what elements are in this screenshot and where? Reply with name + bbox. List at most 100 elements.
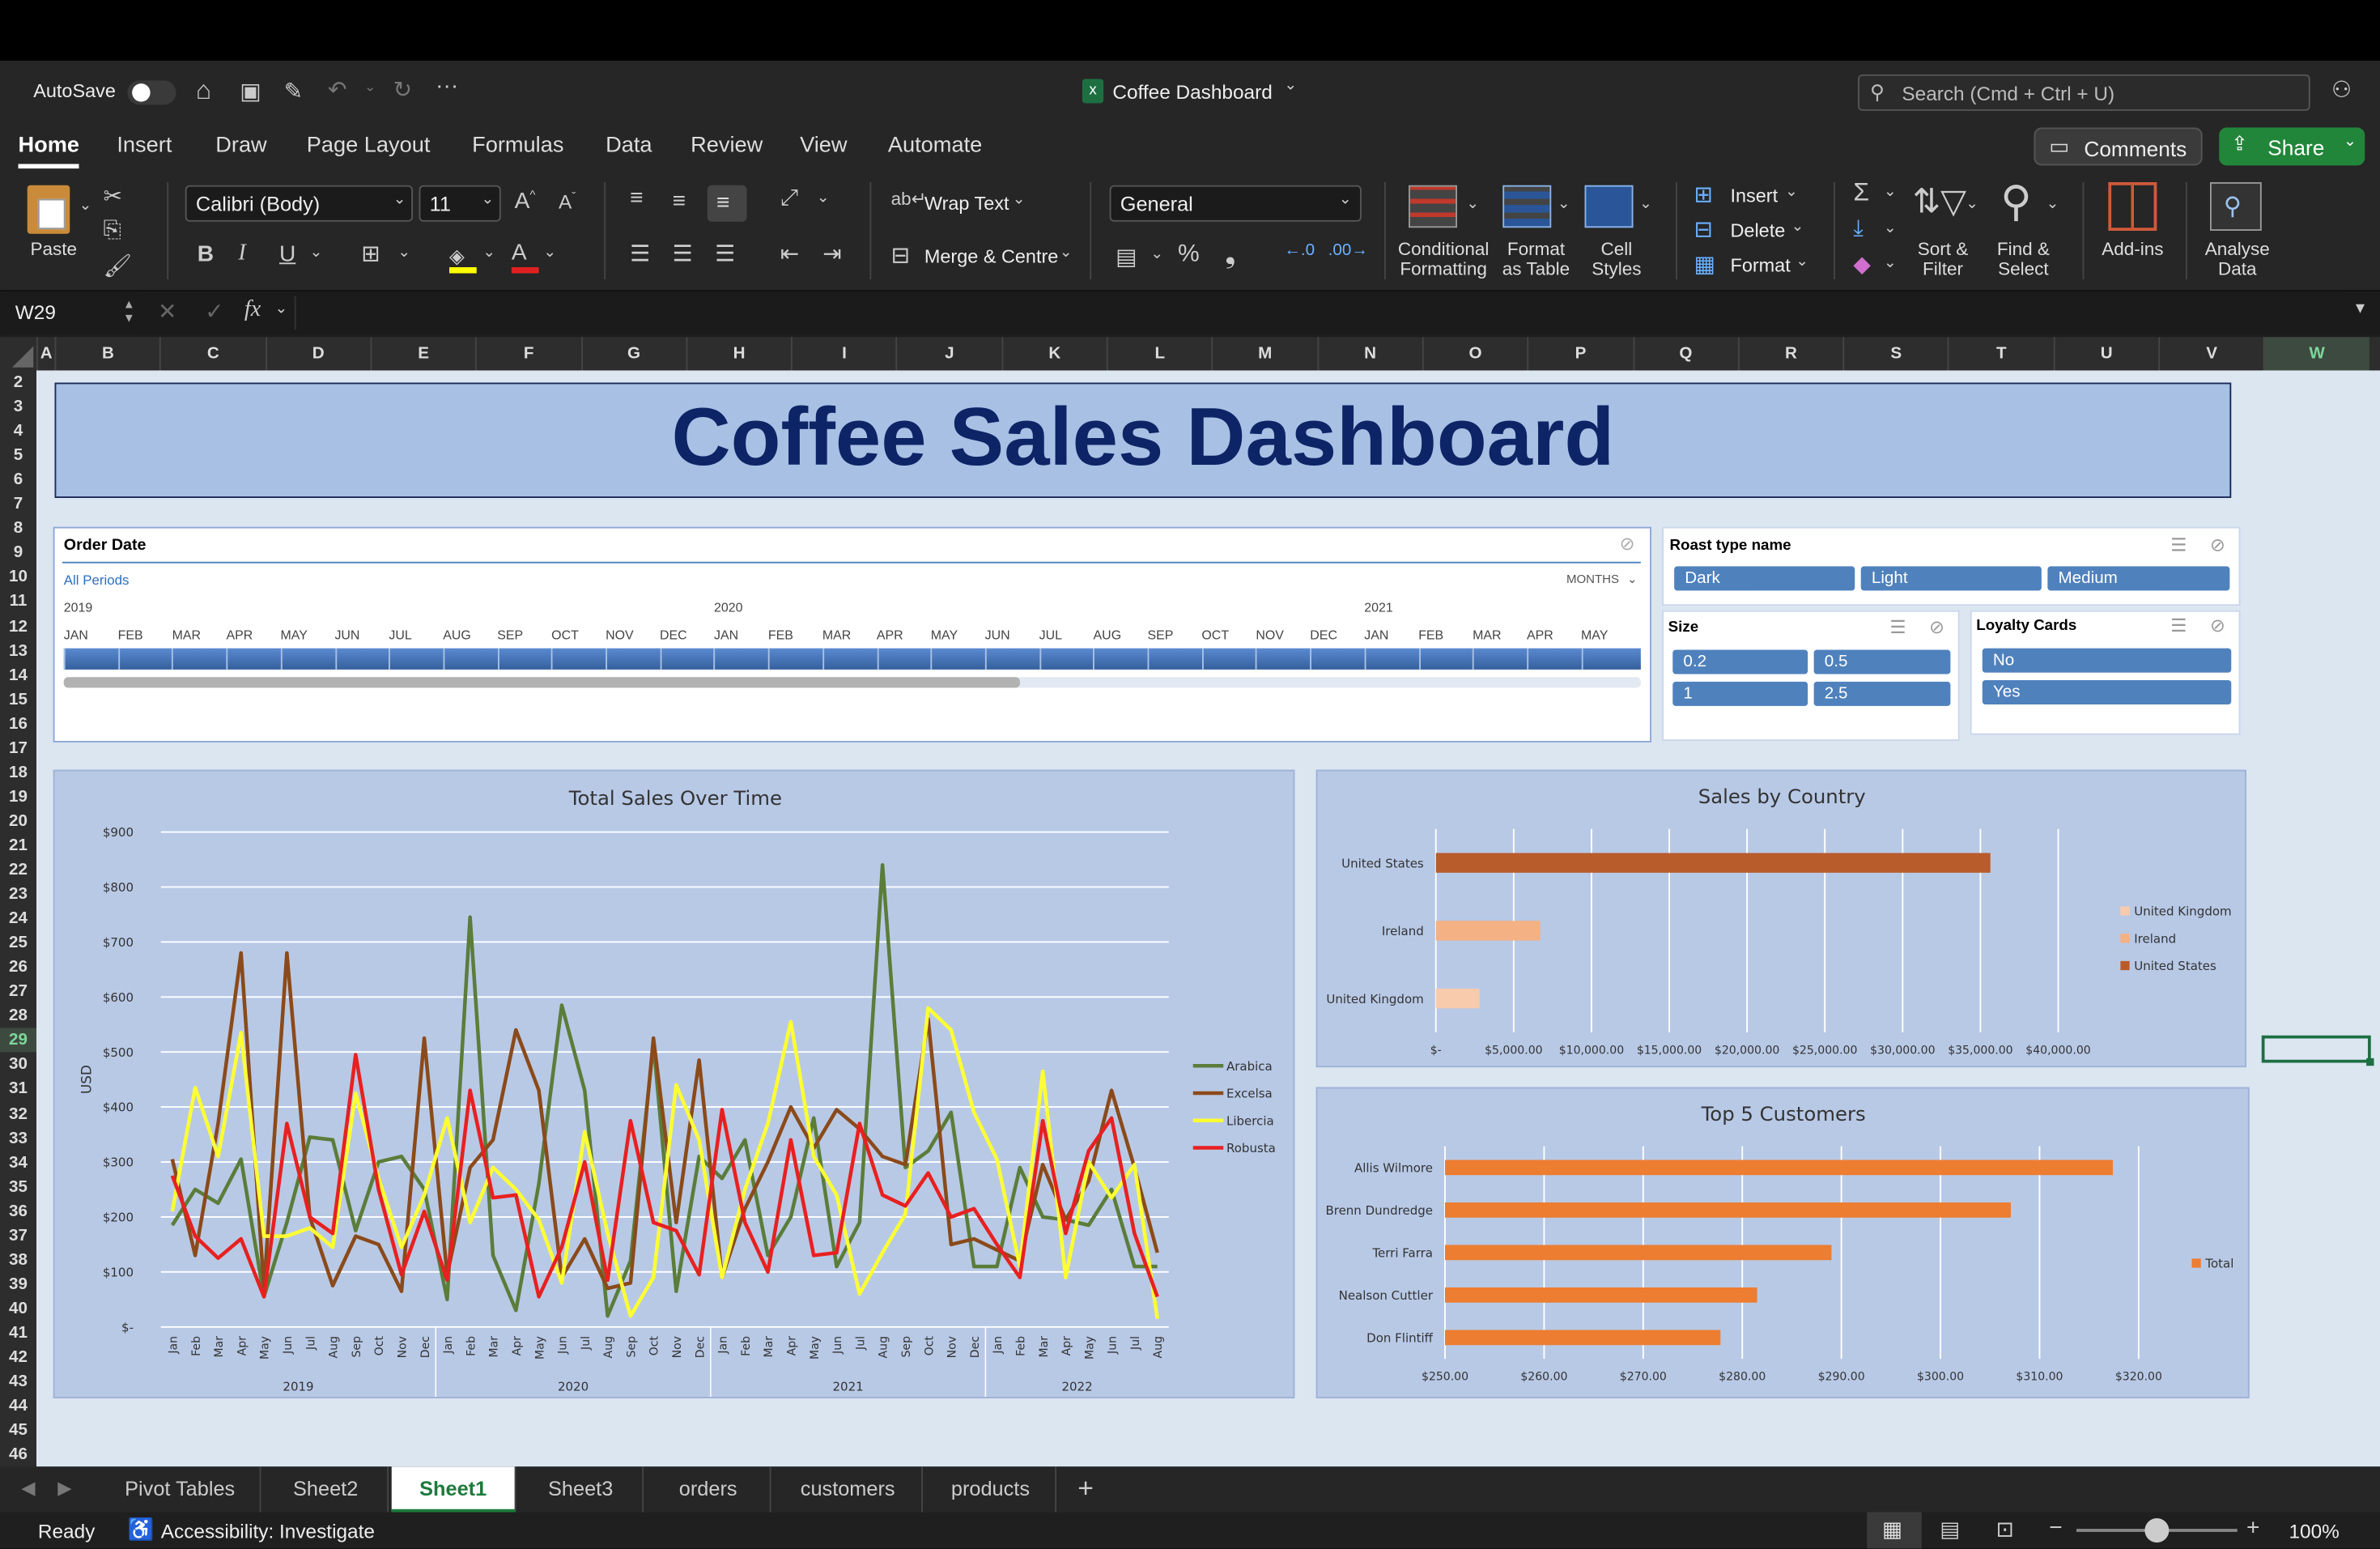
multi-select-icon[interactable]: ☰ [1889,616,1906,638]
decrease-font-icon[interactable]: Aˇ [559,189,576,214]
insert-dropdown-icon[interactable]: ⌄ [1785,183,1798,201]
timeline-month[interactable]: MAY [1580,627,1609,643]
chart-sales-by-country[interactable]: Sales by Country $- $5,000.00 $10,000.00 $15… [1315,769,2246,1068]
autosum-dropdown-icon[interactable]: ⌄ [1883,183,1897,201]
font-color-dropdown-icon[interactable]: ⌄ [543,244,556,262]
timeline-month[interactable]: APR [1527,627,1553,643]
timeline-month[interactable]: MAR [822,627,852,643]
row-header-34[interactable]: 34 [9,1153,28,1172]
column-header-n[interactable]: N [1316,337,1422,371]
increase-font-icon[interactable]: A^ [514,188,536,215]
sheet-tab-sheet3[interactable]: Sheet3 [519,1466,644,1513]
document-title[interactable]: Coffee Dashboard [1112,80,1273,104]
timeline-month[interactable]: MAY [930,627,958,643]
zoom-level[interactable]: 100% [2289,1519,2340,1543]
zoom-slider[interactable] [2076,1518,2238,1543]
zoom-out-icon[interactable]: − [2049,1515,2063,1542]
home-icon[interactable]: ⌂ [195,75,212,105]
slicer-item-light[interactable]: Light [1860,566,2042,591]
formula-input[interactable] [294,296,2344,330]
tab-page-layout[interactable]: Page Layout [306,134,431,158]
tab-home[interactable]: Home [18,134,80,158]
clear-filter-icon[interactable]: ⊘ [1929,616,1944,638]
timeline-month[interactable]: AUG [443,627,471,643]
selected-cell-w29[interactable] [2261,1035,2374,1066]
row-header-11[interactable]: 11 [9,593,28,611]
row-header-46[interactable]: 46 [9,1445,28,1464]
series-line-excelsa[interactable] [170,951,1159,1293]
align-bottom-icon[interactable]: ≡ [707,185,747,222]
sort-dropdown-icon[interactable]: ⌄ [1966,195,1978,213]
tab-automate[interactable]: Automate [887,134,983,158]
format-label[interactable]: Format [1730,255,1791,277]
align-center-icon[interactable]: ☰ [672,241,693,267]
redo-icon[interactable]: ↻ [393,77,413,104]
column-header-w[interactable]: W [2263,337,2369,371]
currency-dropdown-icon[interactable]: ⌄ [1150,245,1163,263]
cell-styles-label[interactable]: Cell Styles [1592,238,1642,279]
bar[interactable] [1445,1245,1832,1261]
column-header-o[interactable]: O [1422,337,1528,371]
row-header-20[interactable]: 20 [9,811,28,831]
find-dropdown-icon[interactable]: ⌄ [2046,195,2059,213]
column-header-d[interactable]: D [265,337,370,371]
timeline-month[interactable]: JAN [63,627,88,643]
column-header-s[interactable]: S [1842,337,1948,371]
autosum-icon[interactable]: Σ [1853,177,1870,206]
insert-function-icon[interactable]: fx [244,297,261,322]
tab-scroll-left-icon[interactable]: ◀ [21,1477,36,1499]
column-header-p[interactable]: P [1527,337,1633,371]
comma-style-icon[interactable]: ❟ [1225,238,1236,269]
cut-icon[interactable]: ✂ [103,183,123,210]
underline-icon[interactable]: U [279,241,296,267]
clear-dropdown-icon[interactable]: ⌄ [1883,255,1897,272]
row-header-44[interactable]: 44 [9,1397,28,1415]
tab-draw[interactable]: Draw [215,134,267,158]
number-format-select[interactable]: General ⌄ [1109,185,1362,222]
format-cells-icon[interactable]: ▦ [1694,252,1716,279]
align-left-icon[interactable]: ☰ [630,241,651,267]
insert-label[interactable]: Insert [1730,185,1779,206]
row-header-23[interactable]: 23 [9,885,28,904]
currency-icon[interactable]: ▤ [1116,244,1137,270]
merge-centre-label[interactable]: Merge & Centre [924,245,1059,267]
title-dropdown-icon[interactable]: ⌄ [1284,77,1297,95]
column-header-q[interactable]: Q [1632,337,1738,371]
row-header-19[interactable]: 19 [9,787,28,806]
format-as-table-icon[interactable] [1502,185,1552,228]
timeline-month[interactable]: APR [876,627,903,643]
row-header-22[interactable]: 22 [9,861,28,879]
series-line-robusta[interactable] [170,1053,1159,1299]
add-sheet-icon[interactable]: + [1077,1472,1094,1504]
normal-view-button[interactable]: ▦ [1867,1512,1922,1549]
timeline-scroll-thumb[interactable] [63,677,1020,688]
save-as-icon[interactable]: ✎ [283,79,304,105]
wrap-dropdown-icon[interactable]: ⌄ [1012,191,1026,208]
column-header-u[interactable]: U [2053,337,2158,371]
underline-dropdown-icon[interactable]: ⌄ [309,244,323,262]
row-header-24[interactable]: 24 [9,909,28,928]
multi-select-icon[interactable]: ☰ [2170,615,2187,636]
paste-icon[interactable] [27,185,70,234]
save-icon[interactable]: ▣ [240,79,261,105]
more-icon[interactable]: ··· [436,73,459,99]
select-all-corner[interactable] [0,337,36,371]
timeline-level-select[interactable]: MONTHS [1566,572,1620,586]
timeline-month[interactable]: JAN [713,627,739,643]
clear-icon[interactable]: ◆ [1853,252,1872,279]
slicer-item-no[interactable]: No [1982,648,2232,673]
find-select-icon[interactable]: ⚲ [2000,177,2032,225]
fill-dropdown-icon[interactable]: ⌄ [482,244,495,262]
cond-dropdown-icon[interactable]: ⌄ [1466,195,1479,213]
fill-down-icon[interactable]: ⤓ [1853,215,1864,242]
chevron-down-icon[interactable]: ⌄ [1627,572,1638,586]
multi-select-icon[interactable]: ☰ [2170,534,2187,556]
share-button[interactable]: ⇪ Share ⌄ [2219,127,2365,166]
add-ins-label[interactable]: Add-ins [2102,238,2164,260]
row-header-12[interactable]: 12 [9,617,28,636]
tab-scroll-right-icon[interactable]: ▶ [57,1477,72,1499]
timeline-month[interactable]: JUN [984,627,1010,643]
account-icon[interactable]: ⚇ [2331,77,2352,104]
row-header-45[interactable]: 45 [9,1421,28,1440]
row-header-4[interactable]: 4 [13,422,23,440]
